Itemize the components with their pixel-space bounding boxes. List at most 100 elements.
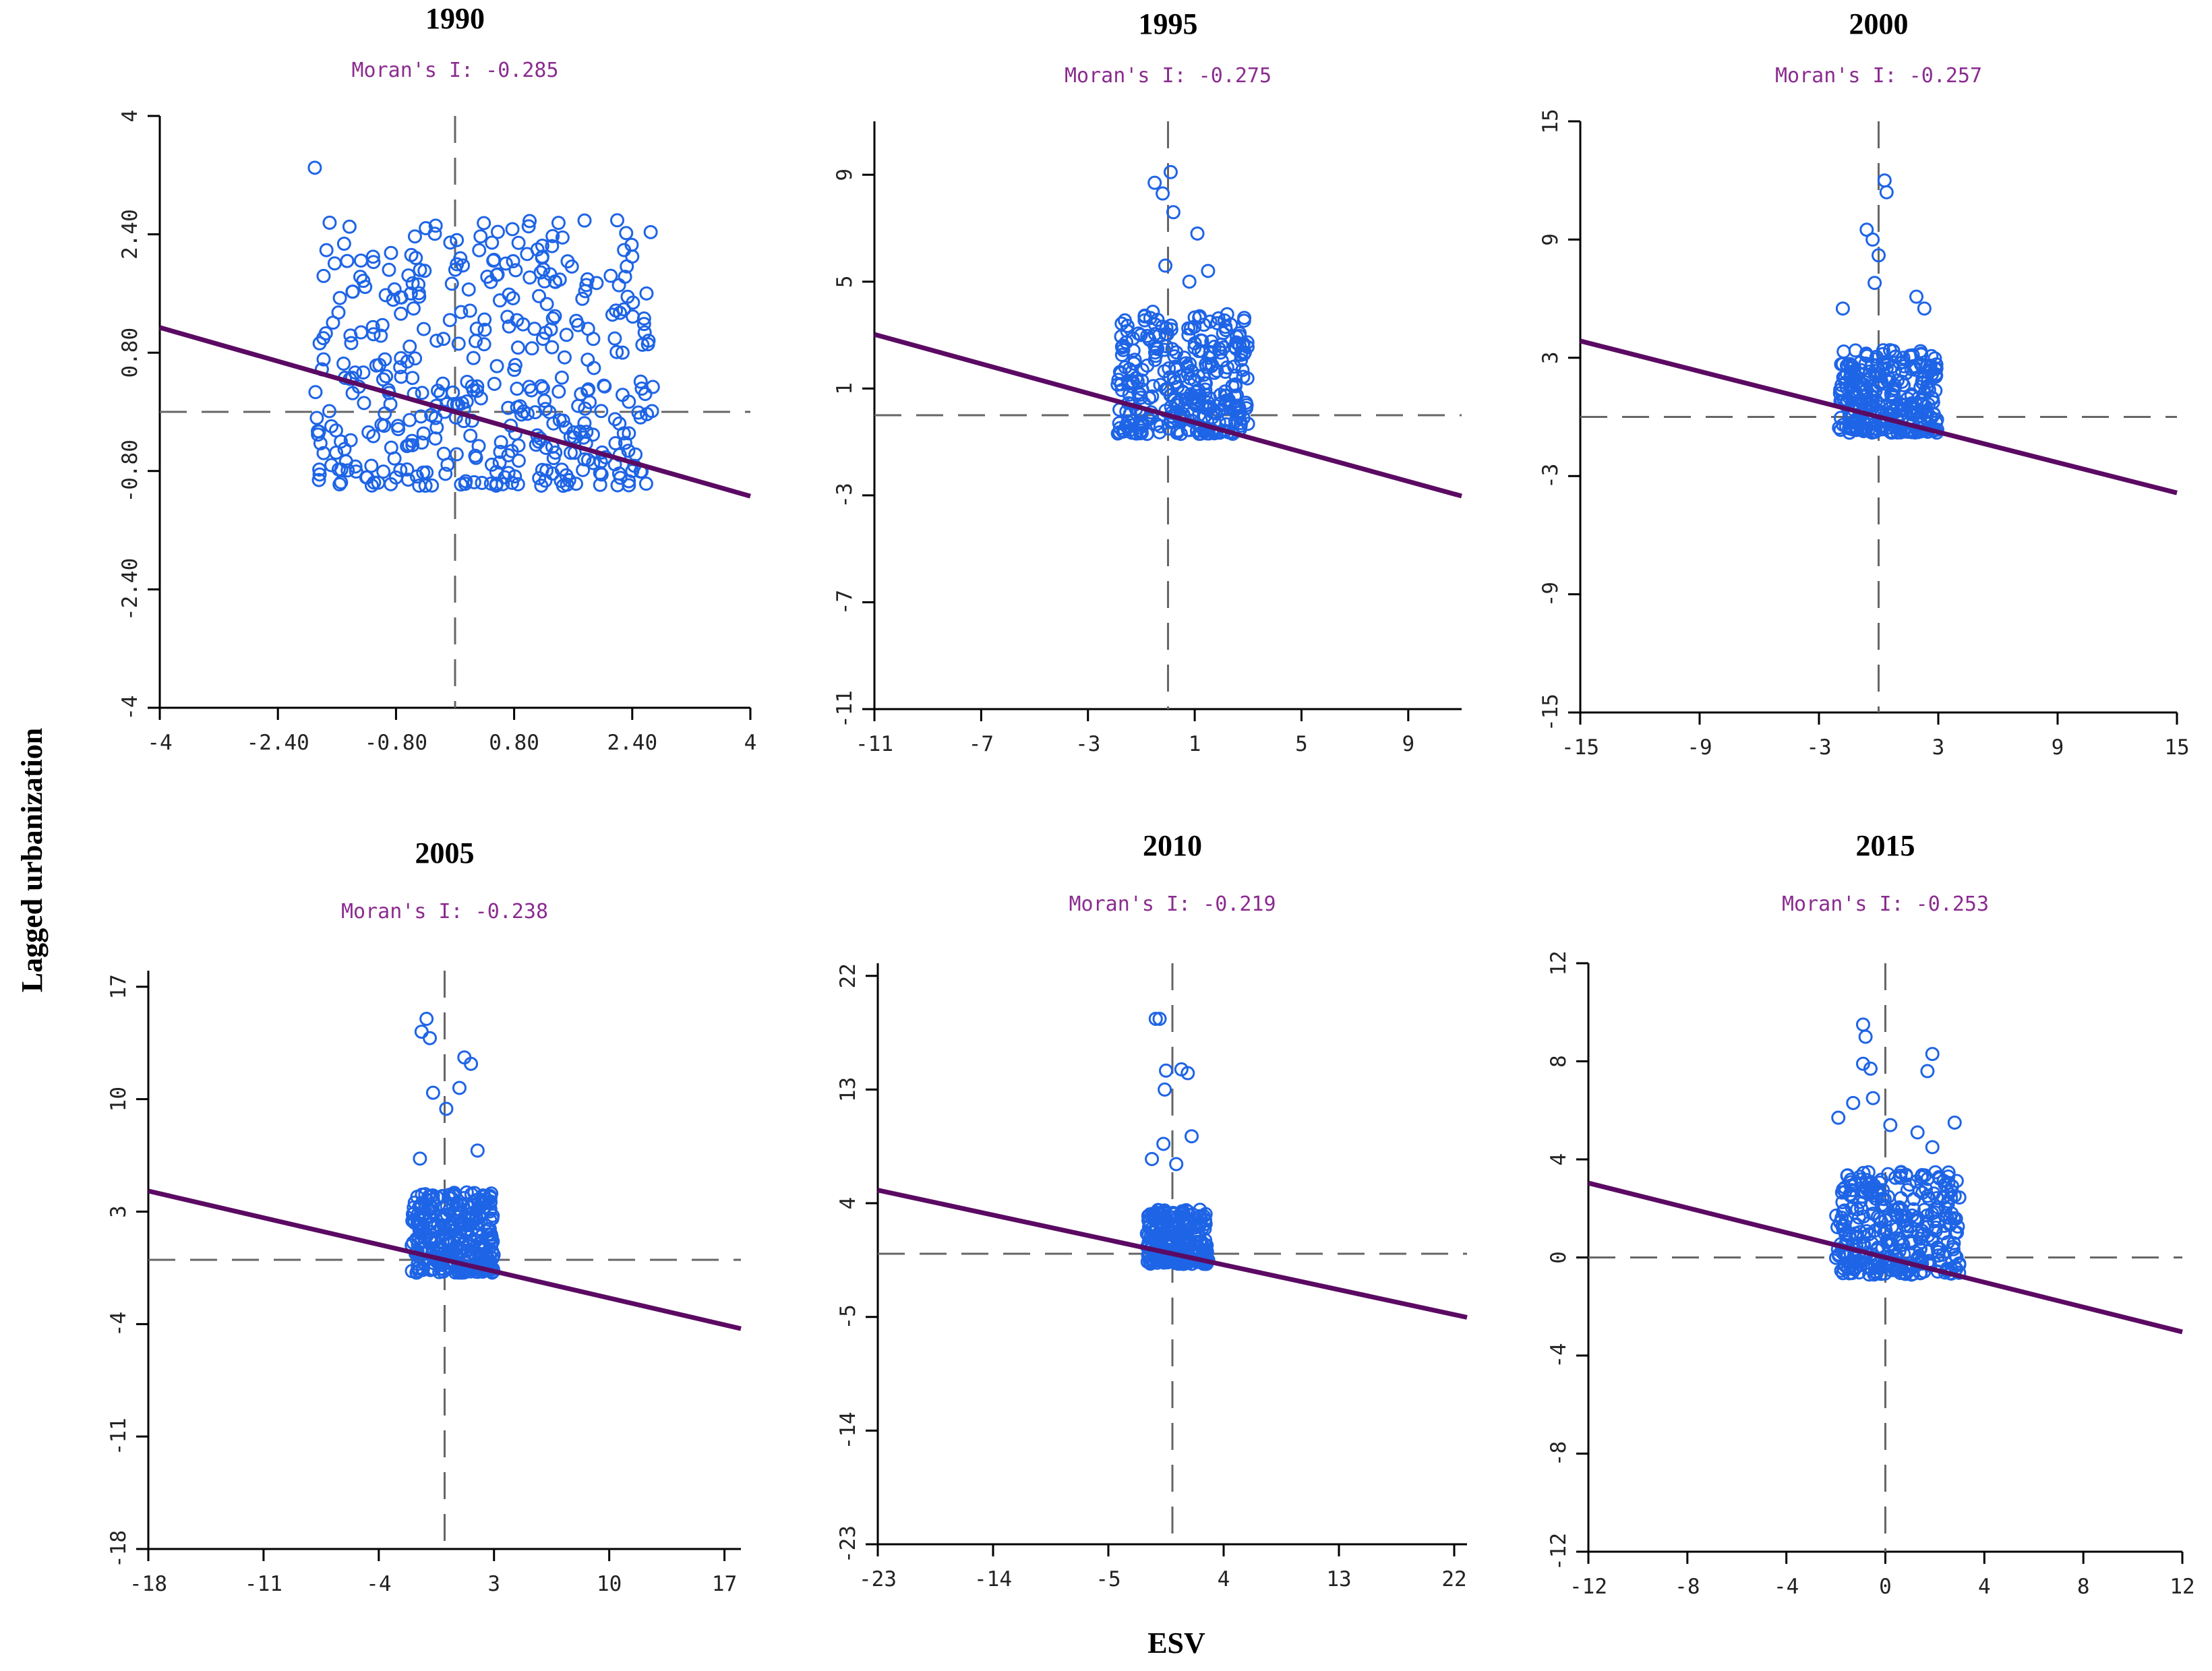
data-point [545,239,560,253]
data-point [427,226,442,241]
data-point [342,219,357,234]
data-point [1902,1177,1917,1192]
data-point [552,413,567,427]
data-point [475,1229,489,1244]
y-tick-label: 2.40 [118,209,142,260]
data-point [1884,388,1899,403]
data-point [1872,248,1886,263]
data-point [1147,353,1162,367]
data-point [576,430,591,445]
data-point [470,1143,485,1158]
data-point [525,341,539,356]
data-point [428,431,443,446]
data-point [484,457,499,472]
data-point [452,1081,467,1095]
data-point [1943,1216,1958,1231]
data-point [1126,331,1141,346]
data-point [1114,348,1129,363]
data-point [1145,1151,1160,1166]
x-tick-label: 3 [1932,735,1945,760]
data-point [1169,1157,1184,1172]
x-tick-label: 0.80 [489,731,539,755]
data-point [1212,404,1226,419]
data-point [520,406,535,421]
data-point [1913,393,1928,408]
data-point [1883,1118,1898,1132]
data-point [1122,387,1137,402]
data-point [356,274,371,288]
data-point [1152,425,1167,439]
data-point [1855,1017,1870,1032]
x-tick-label: -14 [974,1567,1012,1591]
data-point [1198,1233,1213,1248]
data-point [453,251,468,266]
data-point [1928,367,1943,382]
data-point [400,439,415,454]
morans-i-label: Moran's I: -0.275 [1065,64,1272,88]
data-point [1943,1211,1958,1225]
data-point [413,1151,427,1166]
x-tick-label: 1 [1189,732,1201,756]
data-point [1185,392,1199,406]
x-tick-label: -4 [1774,1575,1799,1599]
data-point [1851,1253,1865,1268]
data-point [463,428,478,443]
x-tick-label: -3 [1806,735,1831,760]
data-point [586,332,601,346]
data-point [401,268,416,283]
y-tick-label: -4 [118,695,142,720]
data-point [554,462,569,477]
data-point [1160,1215,1174,1229]
x-tick-label: -11 [856,732,893,756]
data-point [506,291,520,305]
data-point [1910,1125,1925,1140]
data-point [520,247,535,262]
data-point [1181,321,1196,336]
data-point [514,407,529,422]
data-point [1917,301,1932,316]
regression-line [874,332,1462,499]
y-tick-label: -18 [107,1530,131,1568]
data-point [443,1216,458,1231]
x-tick-label: 12 [2170,1575,2194,1599]
data-point [511,235,526,250]
data-point [1932,1242,1947,1256]
data-point [554,370,569,385]
x-tick-label: 0 [1879,1575,1892,1599]
data-point [1180,1066,1195,1081]
data-point [421,1203,436,1217]
data-point [543,267,558,282]
data-point [1195,334,1209,348]
data-point [1853,1172,1868,1187]
data-point [429,333,444,348]
data-point [408,351,423,366]
morans-i-label: Moran's I: -0.285 [351,59,558,82]
data-point [1158,1082,1172,1097]
data-point [631,405,646,420]
data-point [311,424,326,439]
data-point [1836,344,1851,359]
data-point [1153,419,1168,433]
data-point [459,394,474,409]
data-point [334,462,349,477]
x-tick-label: 9 [2052,735,2064,760]
y-tick-label: -12 [1547,1533,1571,1571]
data-point [1840,1168,1855,1183]
data-point [446,385,460,400]
data-point [353,325,368,340]
data-point [419,1012,434,1026]
y-tick-label: 5 [833,275,857,288]
data-point [456,258,471,273]
data-point [406,301,421,316]
data-point [349,464,363,479]
data-point [482,1221,497,1236]
data-point [608,436,623,451]
data-point [527,322,542,336]
data-point [425,1085,440,1100]
y-tick-label: 9 [833,169,857,181]
data-point [386,293,400,307]
morans-i-label: Moran's I: -0.257 [1775,64,1982,88]
x-tick-label: 3 [487,1572,500,1596]
data-point [417,264,432,278]
data-point [636,311,651,326]
